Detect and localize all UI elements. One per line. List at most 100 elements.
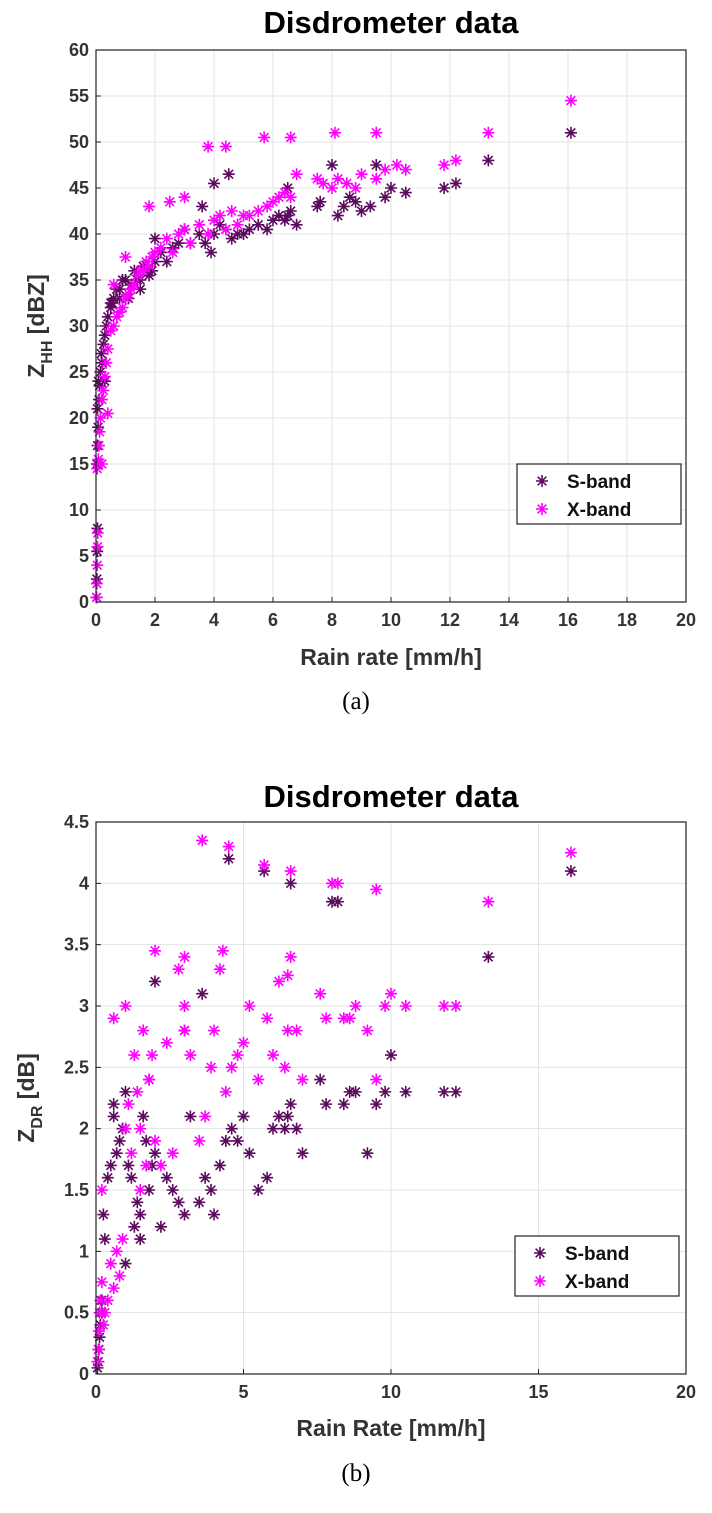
- legend-marker: [536, 475, 548, 487]
- y-tick-label: 4.5: [64, 812, 89, 832]
- data-point: [370, 1098, 383, 1111]
- data-point: [140, 255, 153, 268]
- data-point: [91, 540, 104, 553]
- data-point: [160, 255, 173, 268]
- data-point: [193, 218, 206, 231]
- data-point: [202, 228, 215, 240]
- y-axis-label-subscript: DR: [29, 1105, 46, 1129]
- y-tick-label: 10: [69, 500, 89, 520]
- data-point: [482, 950, 495, 963]
- data-point: [267, 1049, 279, 1062]
- data-point: [91, 1355, 104, 1368]
- data-point: [178, 950, 191, 963]
- x-tick-label: 5: [238, 1382, 248, 1402]
- data-point: [379, 1085, 392, 1098]
- axes-frame: [95, 49, 687, 603]
- data-point: [137, 264, 150, 277]
- data-point: [107, 320, 120, 332]
- data-point: [92, 439, 105, 452]
- data-point: [91, 527, 104, 539]
- data-point: [349, 195, 362, 208]
- data-point: [101, 1171, 114, 1184]
- data-point: [95, 1276, 108, 1288]
- data-point: [166, 1184, 179, 1196]
- y-tick-label: 0.5: [64, 1303, 89, 1323]
- data-point: [92, 1343, 105, 1356]
- data-point: [272, 209, 285, 222]
- data-point: [122, 1159, 135, 1172]
- data-point: [314, 195, 327, 208]
- x-tick-label: 16: [558, 610, 578, 630]
- data-point: [449, 154, 462, 167]
- data-point: [438, 159, 451, 171]
- data-point: [178, 1000, 191, 1012]
- data-point: [290, 168, 303, 181]
- data-point: [222, 168, 235, 181]
- data-point: [449, 177, 462, 190]
- data-point: [113, 1134, 126, 1147]
- data-point: [205, 1061, 218, 1074]
- data-point: [385, 987, 397, 1000]
- data-point: [166, 1147, 179, 1160]
- data-point: [119, 292, 132, 305]
- data-point: [98, 1306, 111, 1319]
- data-point: [331, 895, 344, 908]
- legend-label: X-band: [565, 1272, 629, 1293]
- data-point: [92, 375, 105, 388]
- data-point: [101, 343, 114, 355]
- data-point: [199, 1110, 212, 1123]
- x-tick-label: 4: [209, 610, 219, 630]
- data-point: [231, 1049, 244, 1062]
- data-point: [104, 1159, 117, 1172]
- data-point: [95, 1184, 108, 1196]
- data-point: [119, 1122, 132, 1135]
- data-point: [213, 218, 226, 231]
- tick-labels: 0 2 4 6 8 10 12 14 16 18 20 0 5 10 15 20 25 30 35 40 45 50 55 6…: [69, 40, 696, 630]
- data-point: [116, 1233, 129, 1246]
- data-point: [399, 186, 412, 199]
- data-point: [216, 944, 229, 957]
- data-point: [219, 140, 232, 153]
- y-tick-label: 2: [79, 1119, 89, 1139]
- data-point: [219, 223, 232, 236]
- data-point: [337, 1098, 350, 1111]
- data-point: [258, 858, 271, 871]
- data-point: [349, 1000, 362, 1012]
- y-tick-label: 55: [69, 86, 89, 106]
- data-point: [379, 191, 392, 204]
- data-point: [202, 140, 215, 153]
- data-point: [154, 1220, 167, 1233]
- y-axis-label: ZHH [dBZ]: [23, 274, 56, 378]
- data-point: [290, 1122, 303, 1135]
- data-point: [281, 182, 294, 194]
- data-point: [199, 237, 212, 250]
- y-tick-label: 3.5: [64, 935, 89, 955]
- data-point: [225, 1061, 238, 1074]
- x-tick-label: 2: [150, 610, 160, 630]
- data-point: [125, 283, 138, 296]
- data-point: [94, 1294, 107, 1307]
- data-point: [213, 209, 226, 222]
- data-point: [349, 1085, 362, 1098]
- data-point: [134, 1208, 147, 1221]
- data-point: [193, 1196, 206, 1209]
- data-point: [278, 1122, 291, 1135]
- data-point: [92, 421, 105, 434]
- data-point: [140, 1159, 153, 1172]
- x-axis-label: Rain rate [mm/h]: [300, 644, 481, 670]
- data-point: [370, 172, 383, 185]
- data-point: [193, 1134, 206, 1147]
- data-point: [438, 182, 451, 194]
- data-point: [208, 177, 220, 190]
- legend-box: [514, 1235, 680, 1297]
- data-point: [163, 195, 176, 208]
- data-point: [361, 1147, 374, 1160]
- data-point: [237, 228, 250, 240]
- y-tick-label: 0: [79, 592, 89, 612]
- data-point: [252, 205, 265, 217]
- data-point: [107, 1012, 120, 1025]
- data-point: [143, 200, 156, 213]
- data-point: [296, 1073, 309, 1086]
- data-point: [160, 232, 173, 245]
- data-point: [482, 895, 495, 908]
